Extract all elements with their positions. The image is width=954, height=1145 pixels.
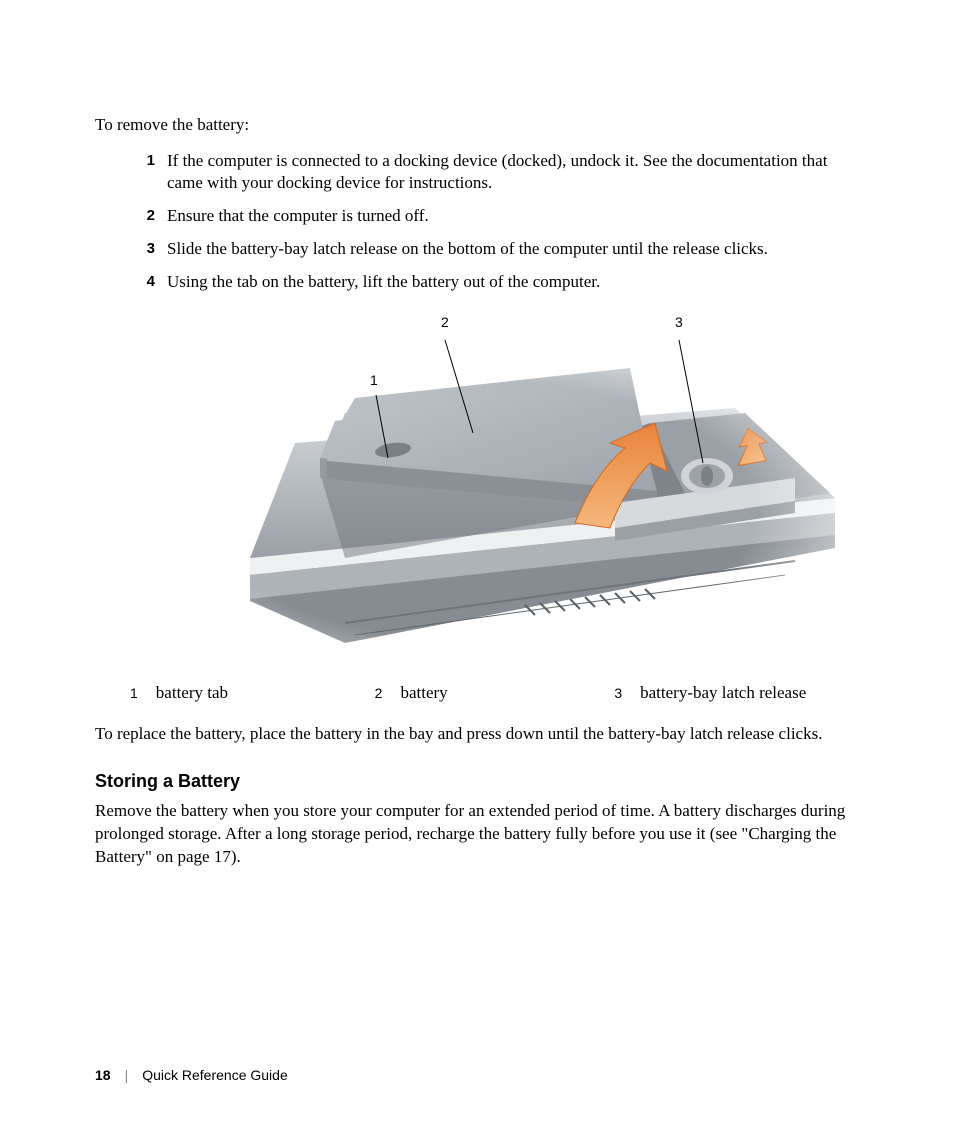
step-text: If the computer is connected to a dockin… [167, 150, 864, 194]
legend-number: 3 [614, 685, 622, 701]
step-number: 4 [135, 271, 167, 290]
footer-separator: | [125, 1067, 129, 1083]
step-text: Slide the battery-bay latch release on t… [167, 238, 768, 260]
figure-legend: 1 battery tab 2 battery 3 battery-bay la… [95, 683, 864, 703]
storing-paragraph: Remove the battery when you store your c… [95, 800, 864, 869]
step-number: 1 [135, 150, 167, 169]
legend-item: 1 battery tab [130, 683, 375, 703]
battery-illustration: 1 2 3 [95, 313, 865, 673]
step-text: Using the tab on the battery, lift the b… [167, 271, 600, 293]
page-number: 18 [95, 1067, 111, 1083]
footer-title: Quick Reference Guide [142, 1067, 288, 1083]
legend-item: 3 battery-bay latch release [614, 683, 864, 703]
svg-text:1: 1 [370, 372, 378, 388]
legend-number: 2 [375, 685, 383, 701]
step-item: 4 Using the tab on the battery, lift the… [135, 271, 864, 293]
legend-number: 1 [130, 685, 138, 701]
intro-text: To remove the battery: [95, 115, 864, 135]
svg-text:3: 3 [675, 314, 683, 330]
steps-list: 1 If the computer is connected to a dock… [95, 150, 864, 293]
battery-figure: 1 2 3 [95, 313, 865, 673]
legend-text: battery [400, 683, 447, 703]
step-item: 3 Slide the battery-bay latch release on… [135, 238, 864, 260]
legend-item: 2 battery [375, 683, 615, 703]
step-number: 3 [135, 238, 167, 257]
page-footer: 18 | Quick Reference Guide [95, 1067, 288, 1083]
step-item: 2 Ensure that the computer is turned off… [135, 205, 864, 227]
document-page: To remove the battery: 1 If the computer… [0, 0, 954, 1145]
svg-text:2: 2 [441, 314, 449, 330]
step-number: 2 [135, 205, 167, 224]
replace-paragraph: To replace the battery, place the batter… [95, 723, 864, 746]
subheading: Storing a Battery [95, 771, 864, 792]
legend-text: battery tab [156, 683, 228, 703]
step-item: 1 If the computer is connected to a dock… [135, 150, 864, 194]
step-text: Ensure that the computer is turned off. [167, 205, 429, 227]
legend-text: battery-bay latch release [640, 683, 806, 703]
